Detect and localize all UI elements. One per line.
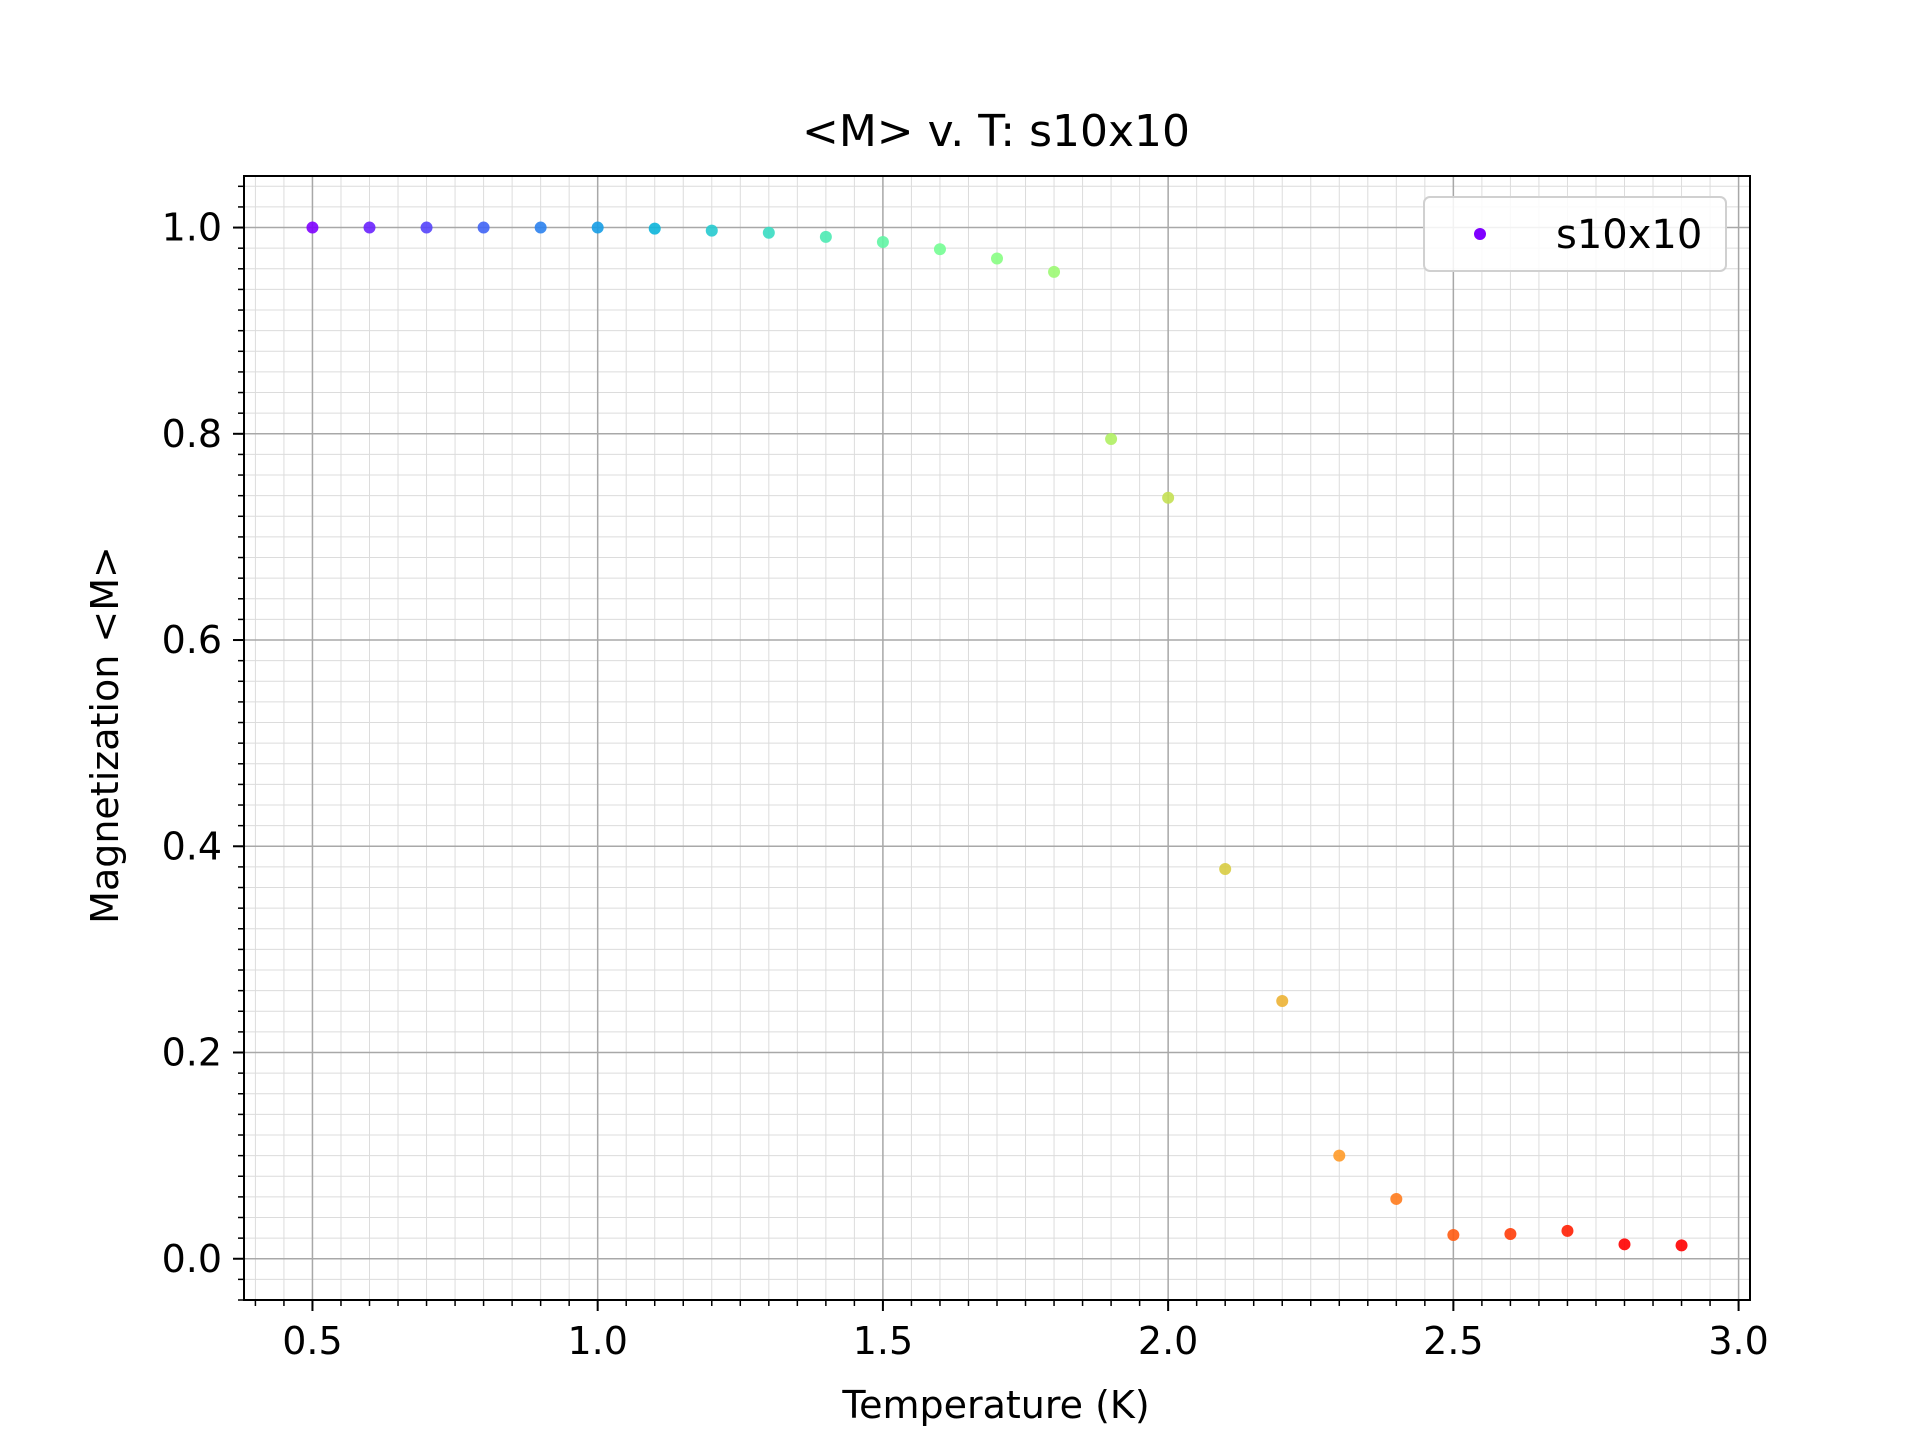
data-point: [1333, 1149, 1346, 1162]
data-point: [876, 235, 889, 248]
x-tick-label: 2.5: [1423, 1319, 1483, 1363]
x-tick-label: 1.5: [853, 1319, 913, 1363]
x-tick-label: 2.0: [1138, 1319, 1198, 1363]
data-point: [306, 221, 319, 234]
data-point: [819, 230, 832, 243]
data-point: [1219, 862, 1232, 875]
data-point: [1561, 1224, 1574, 1237]
data-point: [991, 252, 1003, 265]
data-point: [705, 224, 718, 237]
data-point: [1504, 1228, 1517, 1241]
data-point: [420, 221, 433, 234]
data-point: [1618, 1238, 1631, 1251]
tick-labels: 0.5 1.0 1.5 2.0 2.5 3.0 0.0 0.2 0.4 0.6 0.8 1.0: [162, 206, 1769, 1363]
data-point: [1447, 1229, 1460, 1242]
y-tick-label: 0.0: [162, 1237, 222, 1281]
x-tick-label: 0.5: [282, 1319, 342, 1363]
data-point: [1390, 1192, 1403, 1205]
data-point: [648, 222, 661, 235]
legend-box: [1423, 196, 1727, 272]
data-point: [1276, 994, 1289, 1007]
major-grid: [244, 176, 1750, 1300]
data-point: [1048, 265, 1061, 278]
chart-title: <M> v. T: s10x10: [802, 106, 1190, 157]
legend-label: s10x10: [1556, 212, 1702, 258]
y-tick-label: 0.4: [162, 824, 222, 868]
data-point: [363, 221, 376, 234]
y-tick-label: 0.6: [162, 618, 222, 662]
data-point: [933, 243, 946, 256]
data-point: [1105, 432, 1118, 445]
x-tick-label: 1.0: [567, 1319, 627, 1363]
y-tick-label: 0.2: [162, 1031, 222, 1075]
axis-ticks: [233, 185, 1740, 1311]
data-point: [477, 221, 490, 234]
y-axis-label: Magnetization <M>: [83, 546, 127, 924]
minor-grid: [244, 176, 1750, 1301]
legend: s10x10: [1423, 196, 1727, 272]
legend-marker: [1474, 228, 1486, 240]
data-point: [534, 221, 547, 234]
y-tick-label: 0.8: [162, 412, 222, 456]
x-tick-label: 3.0: [1708, 1319, 1768, 1363]
data-points: [306, 221, 1688, 1252]
data-point: [1675, 1239, 1688, 1252]
data-point: [762, 226, 775, 239]
y-tick-label: 1.0: [162, 206, 222, 250]
x-axis-label: Temperature (K): [841, 1383, 1149, 1427]
data-point: [591, 221, 604, 234]
data-point: [1162, 491, 1175, 504]
